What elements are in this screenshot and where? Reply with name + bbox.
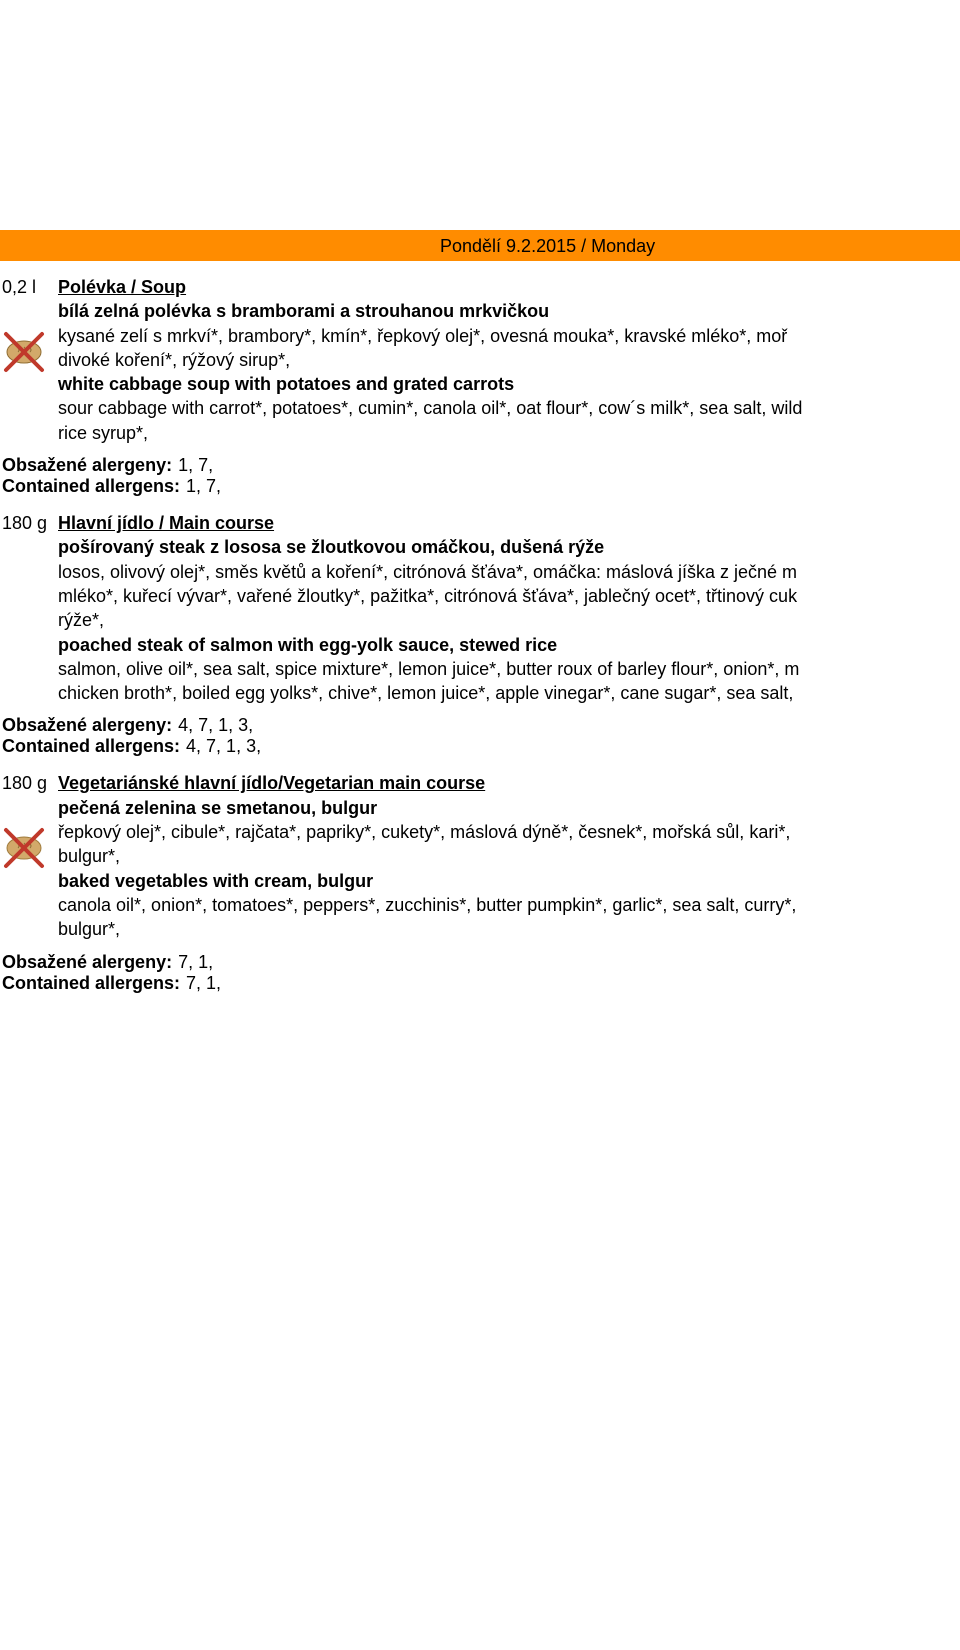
allergen-label-cz: Obsažené alergeny:	[0, 715, 178, 736]
main-ing-en-1: salmon, olive oil*, sea salt, spice mixt…	[58, 657, 958, 681]
soup-section-title: Polévka / Soup	[58, 275, 958, 299]
soup-qty: 0,2 l	[0, 275, 58, 299]
allergen-vals-en: 4, 7, 1, 3,	[186, 736, 261, 757]
main-ing-cz-3: rýže*,	[58, 608, 958, 632]
veg-ing-en-2: bulgur*,	[58, 917, 958, 941]
veg-ing-cz-2: bulgur*,	[58, 844, 958, 868]
veg-ing-cz-1: řepkový olej*, cibule*, rajčata*, paprik…	[58, 820, 958, 844]
allergen-vals-en: 7, 1,	[186, 973, 221, 994]
soup-ing-en-2: rice syrup*,	[58, 421, 958, 445]
veg-title-en: baked vegetables with cream, bulgur	[58, 869, 958, 893]
soup-allergens: Obsažené alergeny: 1, 7, Contained aller…	[0, 455, 960, 497]
veg-ing-en-1: canola oil*, onion*, tomatoes*, peppers*…	[58, 893, 958, 917]
veg-title-cz: pečená zelenina se smetanou, bulgur	[58, 796, 958, 820]
veg-qty: 180 g	[0, 771, 58, 795]
main-section-title: Hlavní jídlo / Main course	[58, 511, 958, 535]
no-gluten-icon	[0, 824, 48, 872]
main-ing-en-2: chicken broth*, boiled egg yolks*, chive…	[58, 681, 958, 705]
allergen-label-en: Contained allergens:	[0, 973, 186, 994]
main-title-cz: pošírovaný steak z lososa se žloutkovou …	[58, 535, 958, 559]
main-ing-cz-2: mléko*, kuřecí vývar*, vařené žloutky*, …	[58, 584, 958, 608]
allergen-vals-cz: 1, 7,	[178, 455, 213, 476]
allergen-label-en: Contained allergens:	[0, 476, 186, 497]
veg-section-title: Vegetariánské hlavní jídlo/Vegetarian ma…	[58, 771, 958, 795]
soup-title-en: white cabbage soup with potatoes and gra…	[58, 372, 958, 396]
veg-allergens: Obsažené alergeny: 7, 1, Contained aller…	[0, 952, 960, 994]
soup-ing-en-1: sour cabbage with carrot*, potatoes*, cu…	[58, 396, 958, 420]
soup-ing-cz-2: divoké koření*, rýžový sirup*,	[58, 348, 958, 372]
date-header-text: Pondělí 9.2.2015 / Monday	[0, 236, 960, 257]
date-header-bar: Pondělí 9.2.2015 / Monday	[0, 232, 960, 261]
allergen-label-en: Contained allergens:	[0, 736, 186, 757]
veg-section: 180 g Vegetariánské hlavní jídlo/Vegetar…	[0, 771, 960, 993]
allergen-vals-cz: 4, 7, 1, 3,	[178, 715, 253, 736]
allergen-vals-en: 1, 7,	[186, 476, 221, 497]
main-allergens: Obsažené alergeny: 4, 7, 1, 3, Contained…	[0, 715, 960, 757]
soup-title-cz: bílá zelná polévka s bramborami a strouh…	[58, 299, 958, 323]
soup-ing-cz-1: kysané zelí s mrkví*, brambory*, kmín*, …	[58, 324, 958, 348]
menu-page: Pondělí 9.2.2015 / Monday 0,2 l Polévka …	[0, 0, 960, 1650]
main-title-en: poached steak of salmon with egg-yolk sa…	[58, 633, 958, 657]
allergen-label-cz: Obsažené alergeny:	[0, 952, 178, 973]
soup-section: 0,2 l Polévka / Soup bílá zelná polévka …	[0, 275, 960, 497]
allergen-label-cz: Obsažené alergeny:	[0, 455, 178, 476]
allergen-vals-cz: 7, 1,	[178, 952, 213, 973]
main-section: 180 g Hlavní jídlo / Main course pošírov…	[0, 511, 960, 757]
main-qty: 180 g	[0, 511, 58, 535]
main-ing-cz-1: losos, olivový olej*, směs květů a kořen…	[58, 560, 958, 584]
no-gluten-icon	[0, 328, 48, 376]
